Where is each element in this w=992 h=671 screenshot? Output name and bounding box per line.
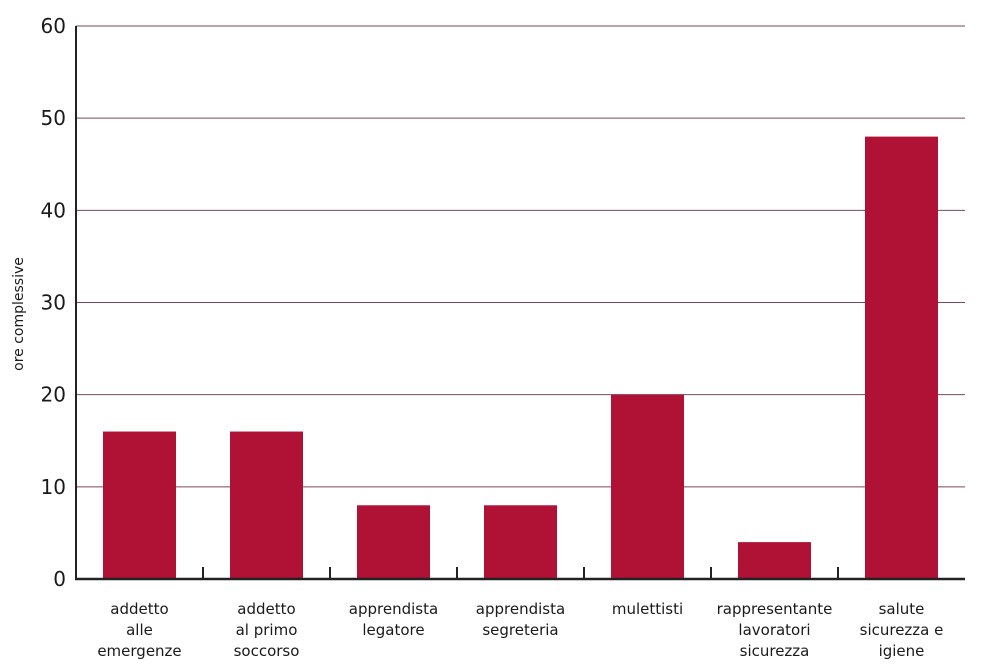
bar <box>865 136 938 579</box>
y-tick-label: 20 <box>41 383 66 407</box>
x-tick-label: salute sicurezza e igiene <box>860 600 944 660</box>
bar <box>738 542 811 579</box>
y-tick-labels: 0 10 20 30 40 50 60 <box>41 14 66 591</box>
x-tick-label-line: addetto <box>110 600 168 618</box>
x-tick-label-line: lavoratori <box>738 621 810 639</box>
x-tick-label: mulettisti <box>612 600 683 618</box>
x-category-labels: addetto alle emergenze addetto al primo socco… <box>97 600 943 660</box>
x-tick-label-line: segreteria <box>482 621 558 639</box>
bar <box>484 505 557 579</box>
bar <box>103 431 176 579</box>
x-tick-label-line: sicurezza e <box>860 621 944 639</box>
x-tick-label: addetto alle emergenze <box>97 600 181 660</box>
bar <box>611 394 684 579</box>
y-axis-label: ore complessive <box>11 257 27 371</box>
x-tick-label-line: alle <box>126 621 153 639</box>
x-tick-label-line: apprendista <box>476 600 565 618</box>
x-tick-label-line: sicurezza <box>740 642 810 660</box>
x-tick-label: addetto al primo soccorso <box>234 600 300 660</box>
x-tick-label-line: emergenze <box>97 642 181 660</box>
x-tick-label: rappresentante lavoratori sicurezza <box>717 600 833 660</box>
y-tick-label: 30 <box>41 291 66 315</box>
gridlines <box>76 25 965 488</box>
y-tick-label: 50 <box>41 106 66 130</box>
bar <box>230 431 303 579</box>
bar <box>357 505 430 579</box>
x-tick-label: apprendista legatore <box>349 600 438 639</box>
x-tick-label-line: igiene <box>879 642 925 660</box>
y-tick-label: 40 <box>41 198 66 222</box>
y-tick-label: 10 <box>41 475 66 499</box>
y-tick-label: 0 <box>53 567 66 591</box>
x-tick-label-line: addetto <box>237 600 295 618</box>
axes <box>75 26 965 581</box>
x-tick-label-line: salute <box>879 600 925 618</box>
x-tick-label-line: soccorso <box>234 642 300 660</box>
x-tick-label: apprendista segreteria <box>476 600 565 639</box>
bars <box>103 136 938 579</box>
x-tick-label-line: mulettisti <box>612 600 683 618</box>
x-tick-label-line: rappresentante <box>717 600 833 618</box>
x-tick-label-line: legatore <box>362 621 424 639</box>
x-tick-label-line: al primo <box>236 621 298 639</box>
x-tick-label-line: apprendista <box>349 600 438 618</box>
y-tick-label: 60 <box>41 14 66 38</box>
